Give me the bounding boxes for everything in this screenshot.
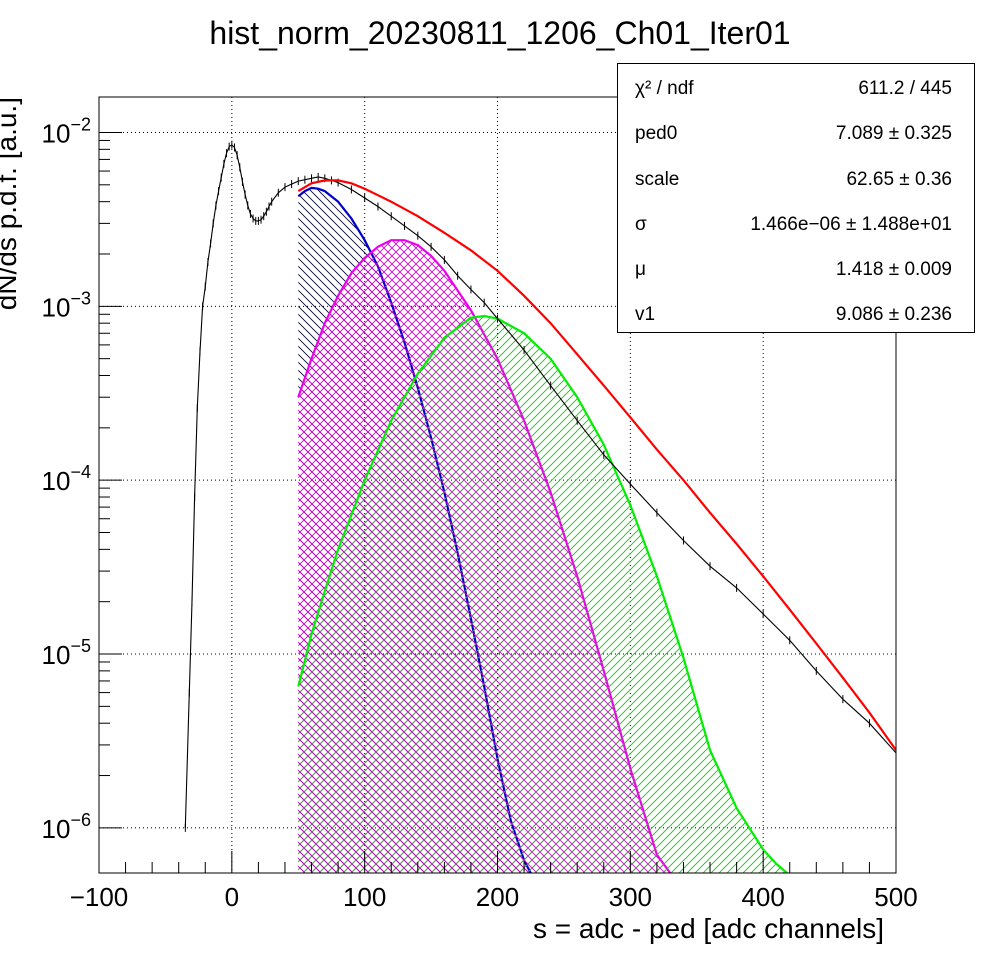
stats-row-v1: v1 9.086 ± 0.236 [618,304,974,344]
x-tick-label: 400 [741,882,784,912]
stats-row-chi2: χ² / ndf 611.2 / 445 [618,78,974,118]
component-line-3-p-e- [297,314,788,873]
y-tick-label: 10−3 [42,288,91,322]
stats-key: χ² / ndf [635,78,694,99]
stats-key: μ [635,259,646,280]
stats-value: 62.65 ± 0.36 [846,169,952,190]
stats-key: scale [635,169,680,190]
y-axis-label: dN/ds p.d.f. [a.u.] [0,97,22,310]
stats-key: ped0 [635,123,678,144]
stats-row-sigma: σ 1.466e−06 ± 1.488e+01 [618,214,974,254]
x-tick-label: 200 [476,882,519,912]
chart-title: hist_norm_20230811_1206_Ch01_Iter01 [209,15,790,51]
stats-key: σ [635,214,647,235]
x-tick-label: −100 [70,882,129,912]
x-tick-label: 0 [225,882,239,912]
x-tick-label: 300 [609,882,652,912]
stats-row-mu: μ 1.418 ± 0.009 [618,259,974,299]
y-tick-label: 10−6 [42,810,91,844]
stats-row-ped0: ped0 7.089 ± 0.325 [618,123,974,163]
fit-stats-box: χ² / ndf 611.2 / 445 ped0 7.089 ± 0.325 … [617,63,975,333]
stats-value: 1.466e−06 ± 1.488e+01 [750,214,952,235]
stats-row-scale: scale 62.65 ± 0.36 [618,169,974,209]
stats-value: 1.418 ± 0.009 [835,259,952,280]
stats-key: v1 [635,304,656,325]
y-tick-label: 10−2 [42,114,91,148]
stats-value: 611.2 / 445 [858,78,952,99]
stats-value: 9.086 ± 0.236 [835,304,952,325]
stats-value: 7.089 ± 0.325 [835,123,952,144]
x-axis-label: s = adc - ped [adc channels] [533,913,884,944]
component-fill-3-p-e- [298,316,788,873]
y-tick-label: 10−4 [42,462,91,496]
data-histogram [184,144,896,828]
fit-curve [297,179,896,751]
x-tick-label: 500 [874,882,917,912]
y-tick-label: 10−5 [42,636,91,670]
x-tick-label: 100 [343,882,386,912]
